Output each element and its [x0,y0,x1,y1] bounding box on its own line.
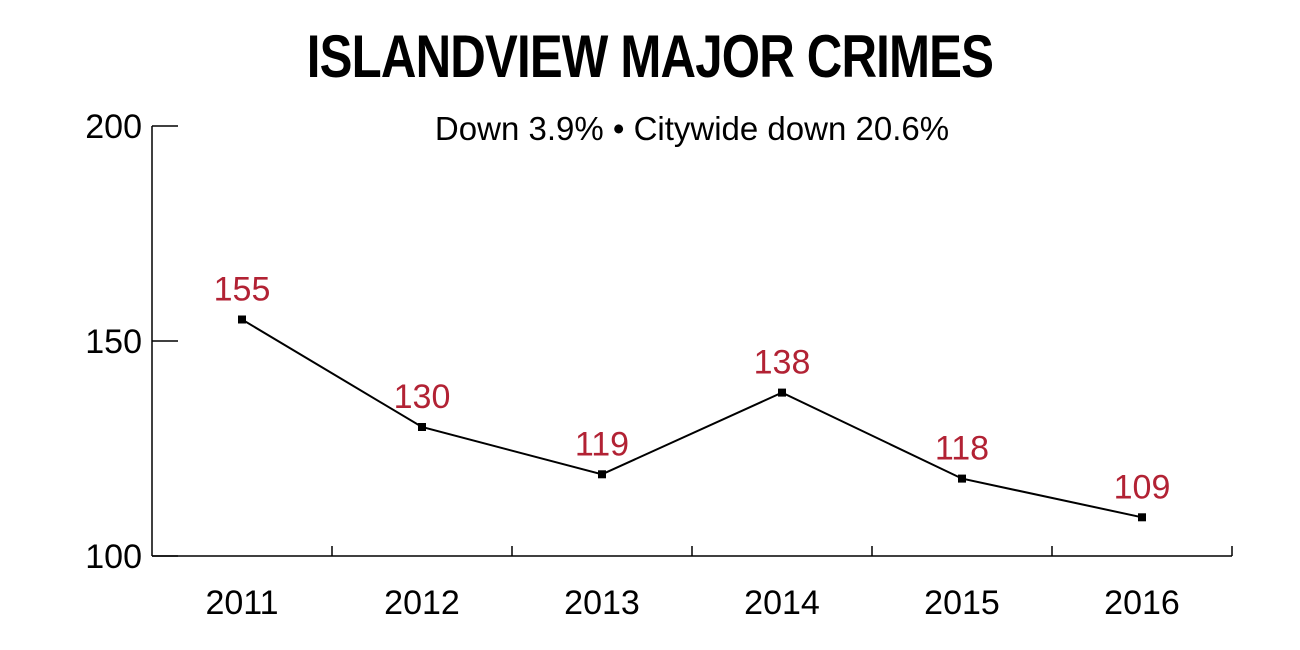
data-point [598,470,606,479]
data-label: 130 [394,378,451,416]
data-point [418,423,426,431]
data-label: 119 [575,425,629,463]
data-label: 155 [214,271,271,309]
data-point [1138,513,1146,522]
y-tick-label: 200 [85,108,142,146]
x-tick-label: 2013 [564,584,640,622]
x-tick-label: 2014 [744,584,820,622]
data-point [238,315,246,324]
series-line [241,318,1143,519]
y-tick-label: 100 [85,538,142,576]
x-tick-label: 2016 [1104,584,1180,622]
y-tick-label: 150 [85,323,142,361]
x-tick-label: 2012 [384,584,460,622]
data-label: 118 [935,430,989,468]
data-label: 138 [754,344,811,382]
x-tick-label: 2015 [924,584,1000,622]
data-point [958,474,966,483]
data-point [778,388,786,397]
chart-subtitle: Down 3.9% • Citywide down 20.6% [434,110,950,147]
chart-title: ISLANDVIEW MAJOR CRIMES [306,23,994,90]
x-tick-label: 2011 [205,584,278,622]
data-label: 109 [1114,468,1171,506]
